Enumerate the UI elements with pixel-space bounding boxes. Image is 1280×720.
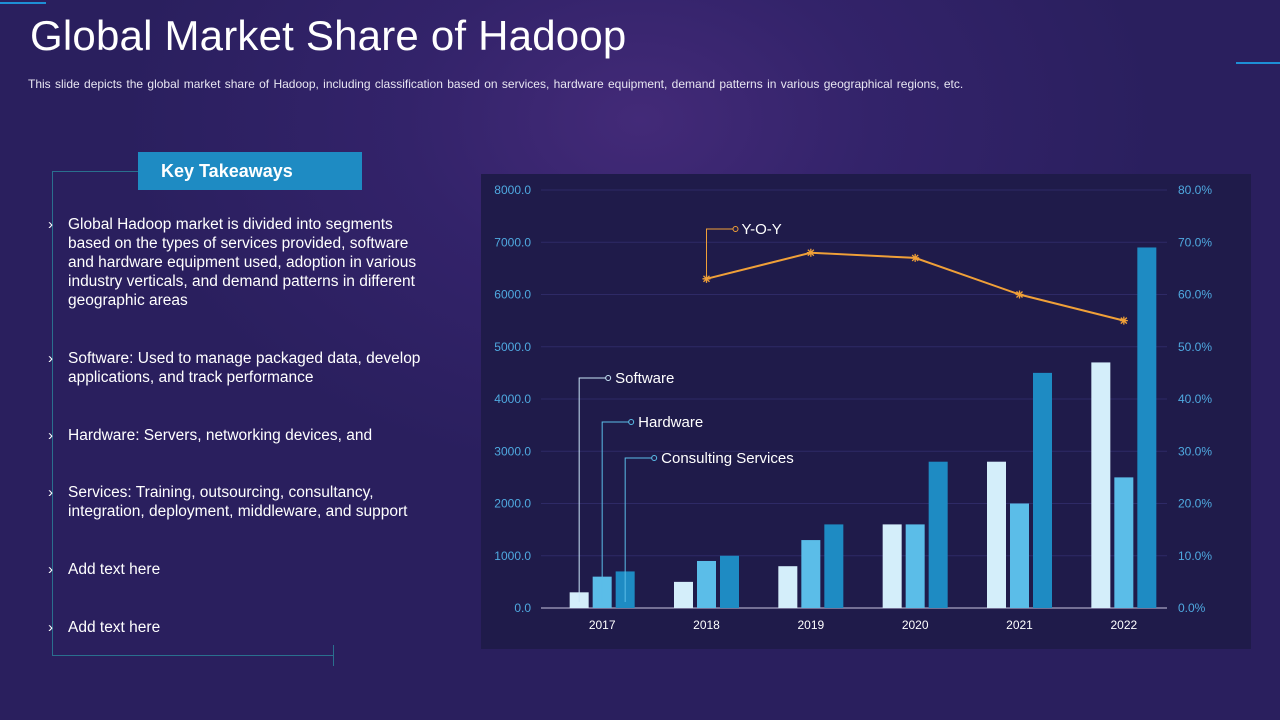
y-right-tick-label: 0.0% — [1178, 601, 1206, 615]
x-tick-label: 2020 — [902, 618, 929, 632]
x-tick-label: 2021 — [1006, 618, 1033, 632]
yoy-line — [706, 251, 1125, 322]
series-callout-label: Software — [615, 370, 674, 387]
chevron-right-icon: › — [48, 484, 53, 501]
bar-consulting-services — [1033, 372, 1052, 608]
yoy-point — [1015, 290, 1024, 299]
y-left-tick-label: 8000.0 — [494, 183, 531, 197]
takeaways-frame-bottom — [52, 655, 334, 656]
bar-software — [674, 581, 693, 608]
y-left-tick-label: 1000.0 — [494, 549, 531, 563]
y-right-tick-label: 50.0% — [1178, 340, 1212, 354]
y-left-tick-label: 0.0 — [514, 601, 531, 615]
bar-consulting-services — [1137, 247, 1157, 608]
takeaway-text: Hardware: Servers, networking devices, a… — [68, 427, 373, 444]
yoy-point — [806, 248, 815, 257]
yoy-callout-label: Y-O-Y — [742, 221, 782, 238]
bar-software — [882, 524, 902, 608]
takeaway-text: Global Hadoop market is divided into seg… — [68, 216, 417, 309]
top-left-accent-line — [0, 2, 46, 4]
page-title: Global Market Share of Hadoop — [30, 12, 627, 59]
y-left-tick-label: 7000.0 — [494, 235, 531, 249]
series-callout-label: Hardware — [638, 414, 703, 431]
yoy-point — [702, 274, 711, 283]
y-right-tick-label: 10.0% — [1178, 549, 1212, 563]
series-callout-dot — [651, 455, 658, 461]
bar-hardware — [905, 524, 925, 608]
y-right-tick-label: 20.0% — [1178, 497, 1212, 511]
y-left-tick-label: 4000.0 — [494, 392, 531, 406]
top-right-accent-line — [1236, 62, 1280, 64]
takeaway-text: Software: Used to manage packaged data, … — [68, 350, 421, 386]
y-right-tick-label: 60.0% — [1178, 288, 1212, 302]
x-tick-label: 2019 — [797, 618, 824, 632]
takeaway-text: Services: Training, outsourcing, consult… — [68, 484, 408, 520]
series-callout-dot — [628, 419, 635, 425]
y-right-tick-label: 30.0% — [1178, 444, 1212, 458]
takeaway-text: Add text here — [68, 619, 161, 636]
bar-hardware — [1114, 477, 1134, 608]
market-share-chart: 0.0 1000.0 2000.0 3000.0 4000.0 5000.0 6000.0 7… — [481, 174, 1251, 649]
chevron-right-icon: › — [48, 619, 53, 636]
y-left-tick-label: 3000.0 — [494, 444, 531, 458]
takeaways-frame-tick — [333, 645, 334, 666]
y-left-tick-label: 6000.0 — [494, 288, 531, 302]
bar-software — [778, 566, 798, 608]
bar-software — [987, 461, 1006, 608]
bar-hardware — [1010, 503, 1029, 608]
chevron-right-icon: › — [48, 216, 53, 233]
x-tick-label: 2022 — [1110, 618, 1137, 632]
series-callout-dot — [605, 375, 612, 381]
series-callout-line — [578, 377, 607, 602]
chevron-right-icon: › — [48, 350, 53, 367]
y-right-tick-label: 40.0% — [1178, 392, 1212, 406]
key-takeaways-header: Key Takeaways — [138, 152, 362, 190]
bar-hardware — [697, 560, 716, 608]
series-callout-line — [624, 457, 653, 602]
x-tick-label: 2017 — [589, 618, 616, 632]
yoy-point — [911, 253, 920, 262]
yoy-point — [1119, 316, 1128, 325]
bar-consulting-services — [720, 555, 739, 608]
y-right-tick-label: 80.0% — [1178, 183, 1212, 197]
bar-software — [1091, 362, 1111, 608]
y-right-tick-label: 70.0% — [1178, 235, 1212, 249]
page-subtitle: This slide depicts the global market sha… — [28, 77, 964, 91]
bar-consulting-services — [928, 461, 948, 608]
takeaways-frame-top — [52, 171, 138, 172]
yoy-callout-line — [706, 228, 734, 279]
chevron-right-icon: › — [48, 561, 53, 578]
takeaway-text: Add text here — [68, 561, 161, 578]
series-callout-line — [601, 421, 630, 602]
series-callout-label: Consulting Services — [661, 450, 794, 467]
chevron-right-icon: › — [48, 427, 53, 444]
bar-consulting-services — [824, 524, 844, 608]
x-tick-label: 2018 — [693, 618, 720, 632]
y-left-tick-label: 5000.0 — [494, 340, 531, 354]
y-left-tick-label: 2000.0 — [494, 497, 531, 511]
takeaways-frame-left — [52, 171, 53, 656]
bar-hardware — [801, 540, 821, 608]
chart-svg: 0.0 1000.0 2000.0 3000.0 4000.0 5000.0 6000.0 7… — [494, 183, 1212, 632]
yoy-callout-dot — [732, 226, 739, 232]
